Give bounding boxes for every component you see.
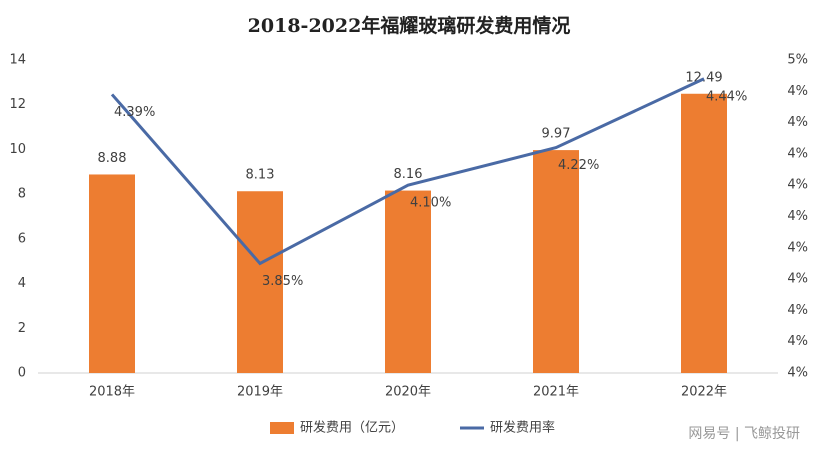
bar bbox=[681, 93, 727, 374]
x-tick-label: 2018年 bbox=[89, 385, 135, 400]
y2-tick-label: 4% bbox=[787, 303, 808, 318]
line-value-label: 4.22% bbox=[558, 158, 599, 173]
line-value-label: 3.85% bbox=[262, 274, 303, 289]
chart-title: 2018-2022年福耀玻璃研发费用情况 bbox=[248, 14, 571, 37]
y-tick-label: 0 bbox=[18, 366, 26, 381]
bar bbox=[533, 150, 579, 373]
bar bbox=[385, 190, 431, 373]
y2-tick-label: 4% bbox=[787, 146, 808, 161]
bar bbox=[237, 191, 283, 373]
legend-swatch bbox=[270, 422, 294, 434]
y2-tick-label: 4% bbox=[787, 240, 808, 255]
y2-tick-label: 4% bbox=[787, 178, 808, 193]
y-tick-label: 12 bbox=[9, 97, 26, 112]
bar-value-label: 12.49 bbox=[685, 70, 722, 85]
bar-value-label: 8.88 bbox=[98, 151, 127, 166]
y-tick-label: 14 bbox=[9, 53, 26, 68]
legend-label: 研发费用（亿元） bbox=[300, 420, 404, 436]
bar bbox=[89, 174, 135, 373]
y-tick-label: 8 bbox=[18, 187, 26, 202]
line bbox=[110, 77, 705, 266]
watermark: 网易号 | 飞鲸投研 bbox=[688, 426, 800, 442]
line-value-label: 4.10% bbox=[410, 196, 451, 211]
y-tick-label: 10 bbox=[9, 142, 26, 157]
y2-tick-label: 4% bbox=[787, 334, 808, 349]
y-tick-label: 4 bbox=[18, 276, 26, 291]
x-tick-label: 2022年 bbox=[681, 385, 727, 400]
y2-tick-label: 4% bbox=[787, 115, 808, 130]
y2-tick-label: 4% bbox=[787, 84, 808, 99]
x-tick-label: 2021年 bbox=[533, 385, 579, 400]
y2-tick-label: 4% bbox=[787, 209, 808, 224]
y2-tick-label: 5% bbox=[787, 53, 808, 68]
bar-value-label: 8.13 bbox=[246, 168, 275, 183]
line-value-label: 4.39% bbox=[114, 105, 155, 120]
y-tick-label: 2 bbox=[18, 321, 26, 336]
legend-label: 研发费用率 bbox=[490, 420, 555, 436]
x-tick-label: 2019年 bbox=[237, 385, 283, 400]
line-value-label: 4.44% bbox=[706, 89, 747, 104]
y-tick-label: 6 bbox=[18, 231, 26, 246]
x-tick-label: 2020年 bbox=[385, 385, 431, 400]
y2-tick-label: 4% bbox=[787, 272, 808, 287]
bar-value-label: 8.16 bbox=[394, 167, 423, 182]
y2-tick-label: 4% bbox=[787, 366, 808, 381]
bar-value-label: 9.97 bbox=[542, 127, 571, 142]
